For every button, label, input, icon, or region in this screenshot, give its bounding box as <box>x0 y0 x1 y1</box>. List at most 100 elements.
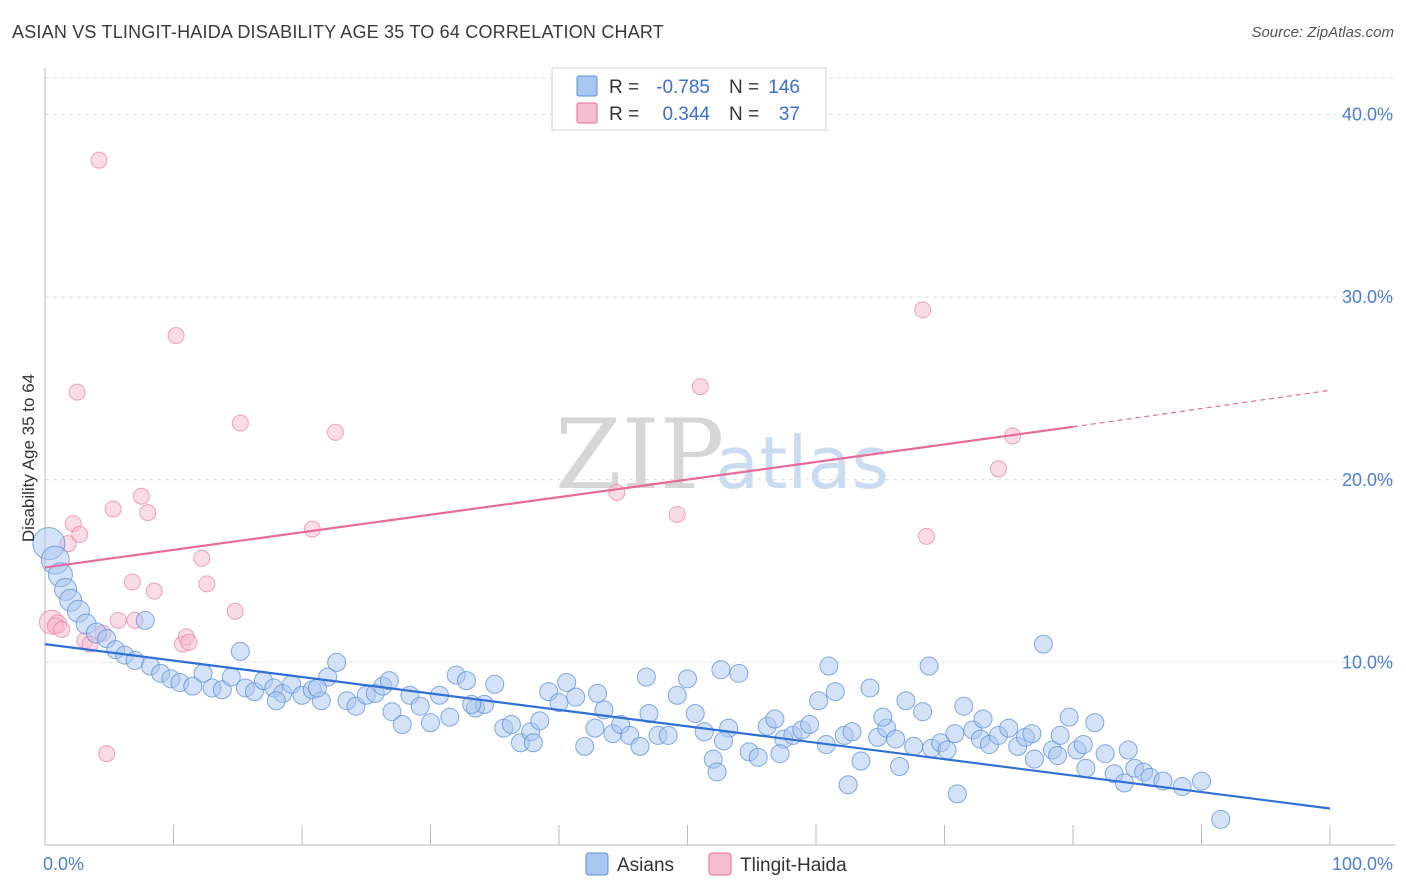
asian-point <box>913 702 933 722</box>
tlingit-trend-extension <box>1072 389 1331 428</box>
asian-point <box>825 682 845 702</box>
tlingit-point <box>691 378 709 396</box>
legend-r-label: R = <box>609 104 639 125</box>
asian-point <box>770 744 790 764</box>
tlingit-point <box>326 423 344 441</box>
tlingit-point <box>145 582 163 600</box>
asian-point <box>135 610 155 630</box>
tlingit-point <box>668 505 686 523</box>
tlingit-point <box>231 414 249 432</box>
trend-lines <box>44 389 1331 810</box>
tlingit-point <box>104 500 122 518</box>
asian-point <box>973 709 993 729</box>
asian-point <box>1059 707 1079 727</box>
legend-r-value: 0.344 <box>662 104 710 125</box>
asian-point <box>904 736 924 756</box>
asian-point <box>392 714 412 734</box>
asian-point <box>1118 740 1138 760</box>
legend-n-value: 146 <box>768 77 800 98</box>
asian-point <box>382 702 402 722</box>
asian-point <box>945 724 965 744</box>
asian-point <box>1024 749 1044 769</box>
tlingit-point <box>180 633 198 651</box>
bottom-legend: Asians Tlingit-Haida <box>585 852 847 876</box>
tlingit-point <box>90 151 108 169</box>
tlingit-point <box>167 326 185 344</box>
legend-r-value: -0.785 <box>656 77 710 98</box>
tlingit-point <box>109 611 127 629</box>
asian-point <box>748 747 768 767</box>
asian-point <box>954 696 974 716</box>
asian-point <box>530 711 550 731</box>
asian-point <box>999 718 1019 738</box>
bottom-legend-swatch-tlingit <box>708 852 732 876</box>
asian-point <box>851 751 871 771</box>
asian-point <box>765 709 785 729</box>
asian-point <box>588 683 608 703</box>
tlingit-point <box>68 383 86 401</box>
y-axis-label: Disability Age 35 to 64 <box>19 374 38 542</box>
asian-point <box>707 762 727 782</box>
axes <box>44 68 1395 846</box>
tlingit-trend-line <box>44 425 1074 569</box>
asian-point <box>729 663 749 683</box>
asian-point <box>456 671 476 691</box>
asian-point <box>842 722 862 742</box>
asian-point <box>440 707 460 727</box>
asian-point <box>1033 634 1053 654</box>
grid-lines <box>45 77 1395 663</box>
bottom-legend-asians: Asians <box>617 855 674 876</box>
chart-title: ASIAN VS TLINGIT-HAIDA DISABILITY AGE 35… <box>12 22 665 42</box>
asian-point <box>860 678 880 698</box>
tlingit-point <box>193 549 211 567</box>
y-tick-label: 10.0% <box>1342 652 1393 672</box>
legend-swatch-tlingit <box>576 102 598 124</box>
legend-n-label: N = <box>729 77 759 98</box>
asian-point <box>838 775 858 795</box>
asian-point <box>800 714 820 734</box>
asian-point <box>501 714 521 734</box>
asian-point <box>410 696 430 716</box>
asian-point <box>1192 771 1211 791</box>
legend-r-label: R = <box>609 77 639 98</box>
asian-point <box>694 722 714 742</box>
tlingit-point <box>608 484 626 502</box>
watermark-zip: ZIP <box>555 399 724 511</box>
asian-point <box>809 691 829 711</box>
asian-point <box>886 729 906 749</box>
asian-point <box>1085 713 1105 733</box>
tlingit-point <box>53 621 71 639</box>
tlingit-point <box>914 301 932 319</box>
legend-n-label: N = <box>729 104 759 125</box>
tlingit-point <box>123 573 141 591</box>
asian-trend-line <box>44 643 1331 810</box>
asian-point <box>896 691 916 711</box>
asian-point <box>485 674 505 694</box>
asian-point <box>819 656 839 676</box>
legend-swatch-asians <box>576 75 598 97</box>
asian-point <box>421 713 440 733</box>
asian-point <box>1050 725 1070 745</box>
y-tick-label: 40.0% <box>1342 105 1393 125</box>
asian-point <box>1172 777 1192 797</box>
asian-point <box>575 736 595 756</box>
tlingit-point <box>139 504 157 522</box>
asian-point <box>919 656 939 676</box>
tlingit-point <box>132 487 150 505</box>
asian-point <box>947 784 967 804</box>
source-label: Source: ZipAtlas.com <box>1251 24 1394 41</box>
asian-point <box>557 672 577 692</box>
tlingit-points <box>38 151 1022 763</box>
asian-point <box>639 704 659 724</box>
asian-point <box>937 740 957 760</box>
x-tick-label: 100.0% <box>1332 854 1393 874</box>
tlingit-point <box>918 527 936 545</box>
asian-point <box>230 641 250 661</box>
tick-labels: 10.0% 20.0% 30.0% 40.0% 0.0% 100.0% Disability… <box>19 105 1393 874</box>
asian-point <box>711 660 731 680</box>
legend: R = -0.785 N = 146 R = 0.344 N = 37 <box>551 67 827 131</box>
asian-point <box>678 669 697 689</box>
x-tick-label: 0.0% <box>43 854 84 874</box>
asian-point <box>379 671 399 691</box>
